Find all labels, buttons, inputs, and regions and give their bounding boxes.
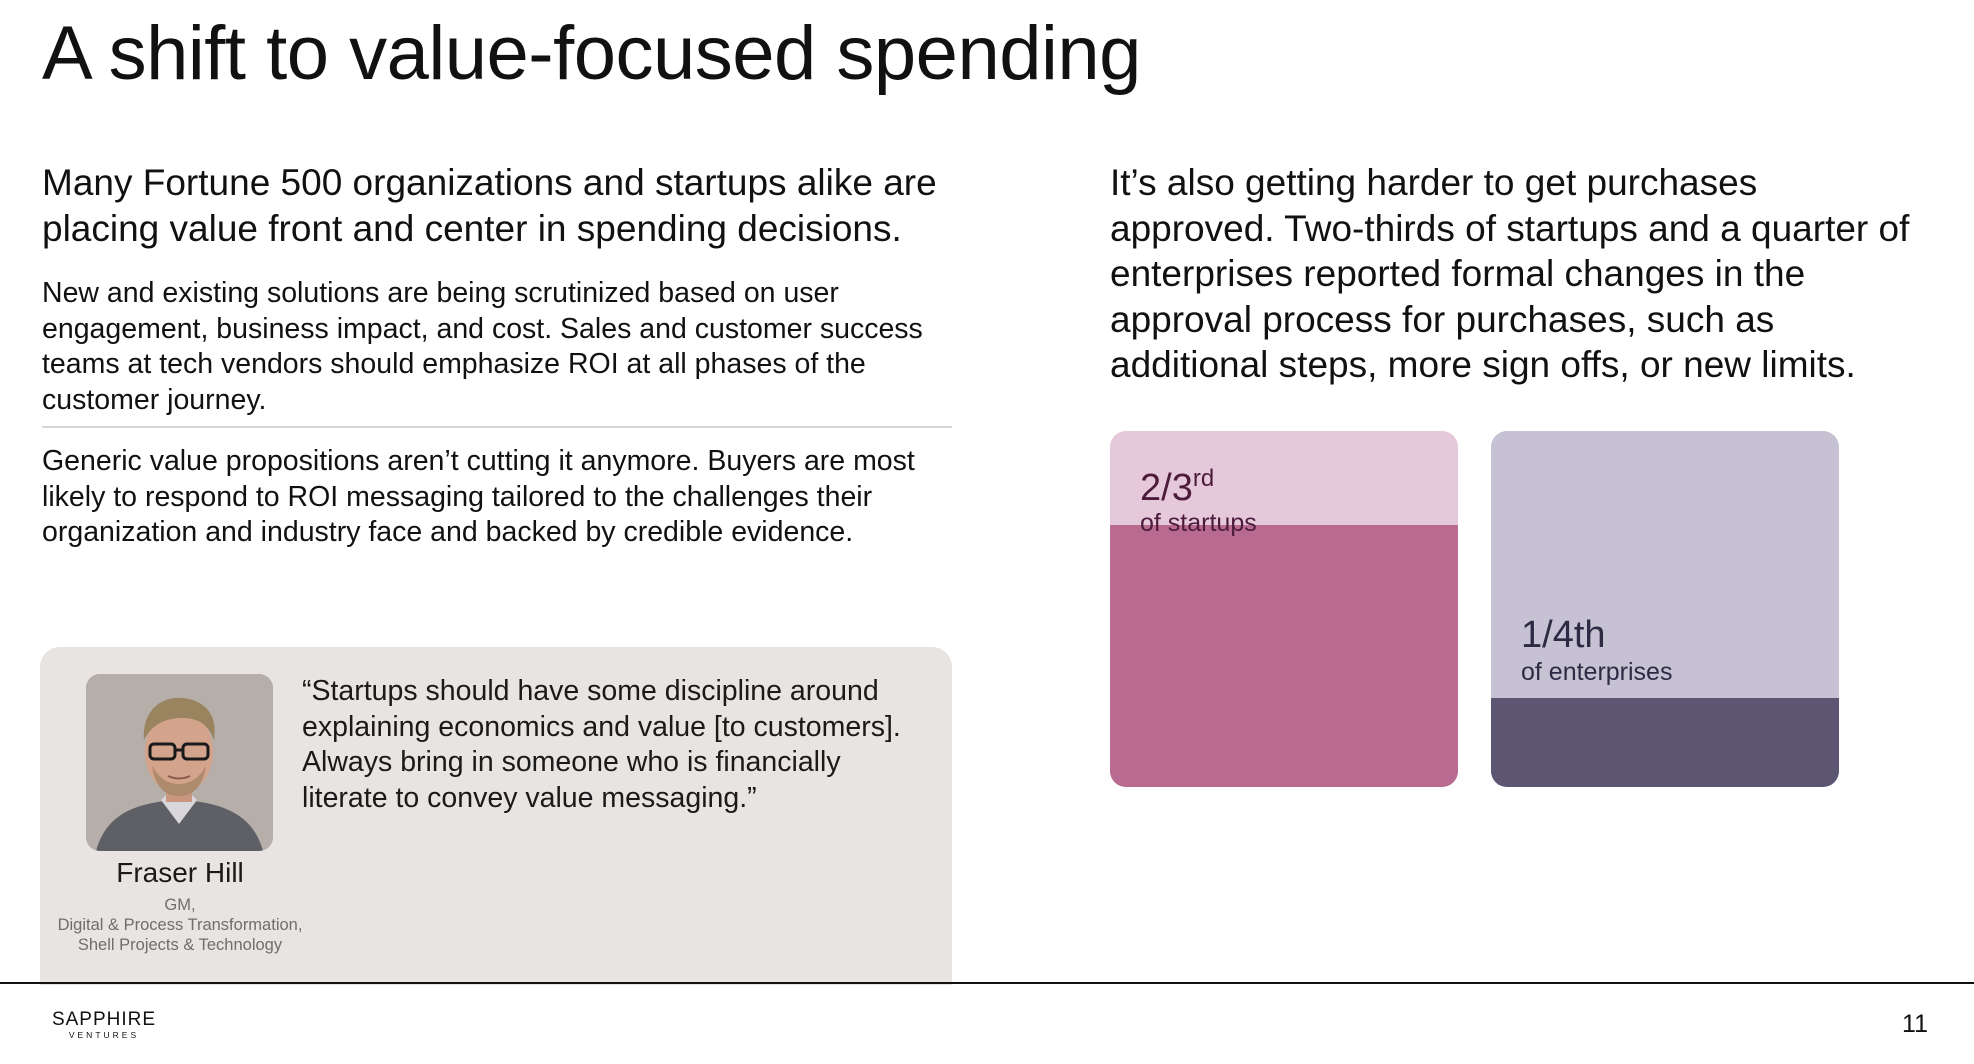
person-name: Fraser Hill <box>116 857 244 888</box>
startups-stat-suffix: rd <box>1192 465 1215 492</box>
enterprises-stat-value: 1/4th <box>1521 614 1606 656</box>
left-lead-text: Many Fortune 500 organizations and start… <box>42 162 937 249</box>
person-role: GM, Digital & Process Transformation, Sh… <box>40 895 320 955</box>
person-role-line-3: Shell Projects & Technology <box>77 936 283 954</box>
enterprises-stat-label: of enterprises <box>1521 658 1673 686</box>
divider <box>42 426 952 428</box>
left-paragraph-2: Generic value propositions aren’t cuttin… <box>42 445 915 548</box>
footer-divider <box>0 982 1974 984</box>
startups-stat-value: 2/3rd <box>1140 457 1214 510</box>
enterprises-fill-bar <box>1491 698 1839 787</box>
right-lead-text: It’s also getting harder to get purchase… <box>1110 162 1910 385</box>
person-role-line-2: Digital & Process Transformation, <box>57 916 303 934</box>
stat-card-startups: 2/3rd of startups <box>1110 431 1458 787</box>
logo-sub-text: VENTURES <box>68 1030 140 1040</box>
startups-stat-main: 2/3 <box>1140 467 1193 509</box>
left-paragraph-1: New and existing solutions are being scr… <box>42 277 923 416</box>
person-role-line-1: GM, <box>164 896 196 914</box>
stat-card-enterprises: 1/4th of enterprises <box>1491 431 1839 787</box>
page-number: 11 <box>1902 1010 1928 1038</box>
quote-card: “Startups should have some discipline ar… <box>40 647 952 985</box>
quote-text: “Startups should have some discipline ar… <box>302 675 901 814</box>
slide-title: A shift to value-focused spending <box>42 11 1141 96</box>
startups-fill-bar <box>1110 525 1458 787</box>
sapphire-ventures-logo: SAPPHIRE VENTURES <box>44 1009 164 1041</box>
portrait-photo <box>86 674 273 851</box>
portrait-illustration <box>86 674 273 851</box>
logo-main-text: SAPPHIRE <box>51 1009 157 1030</box>
startups-stat-label: of startups <box>1140 509 1257 537</box>
